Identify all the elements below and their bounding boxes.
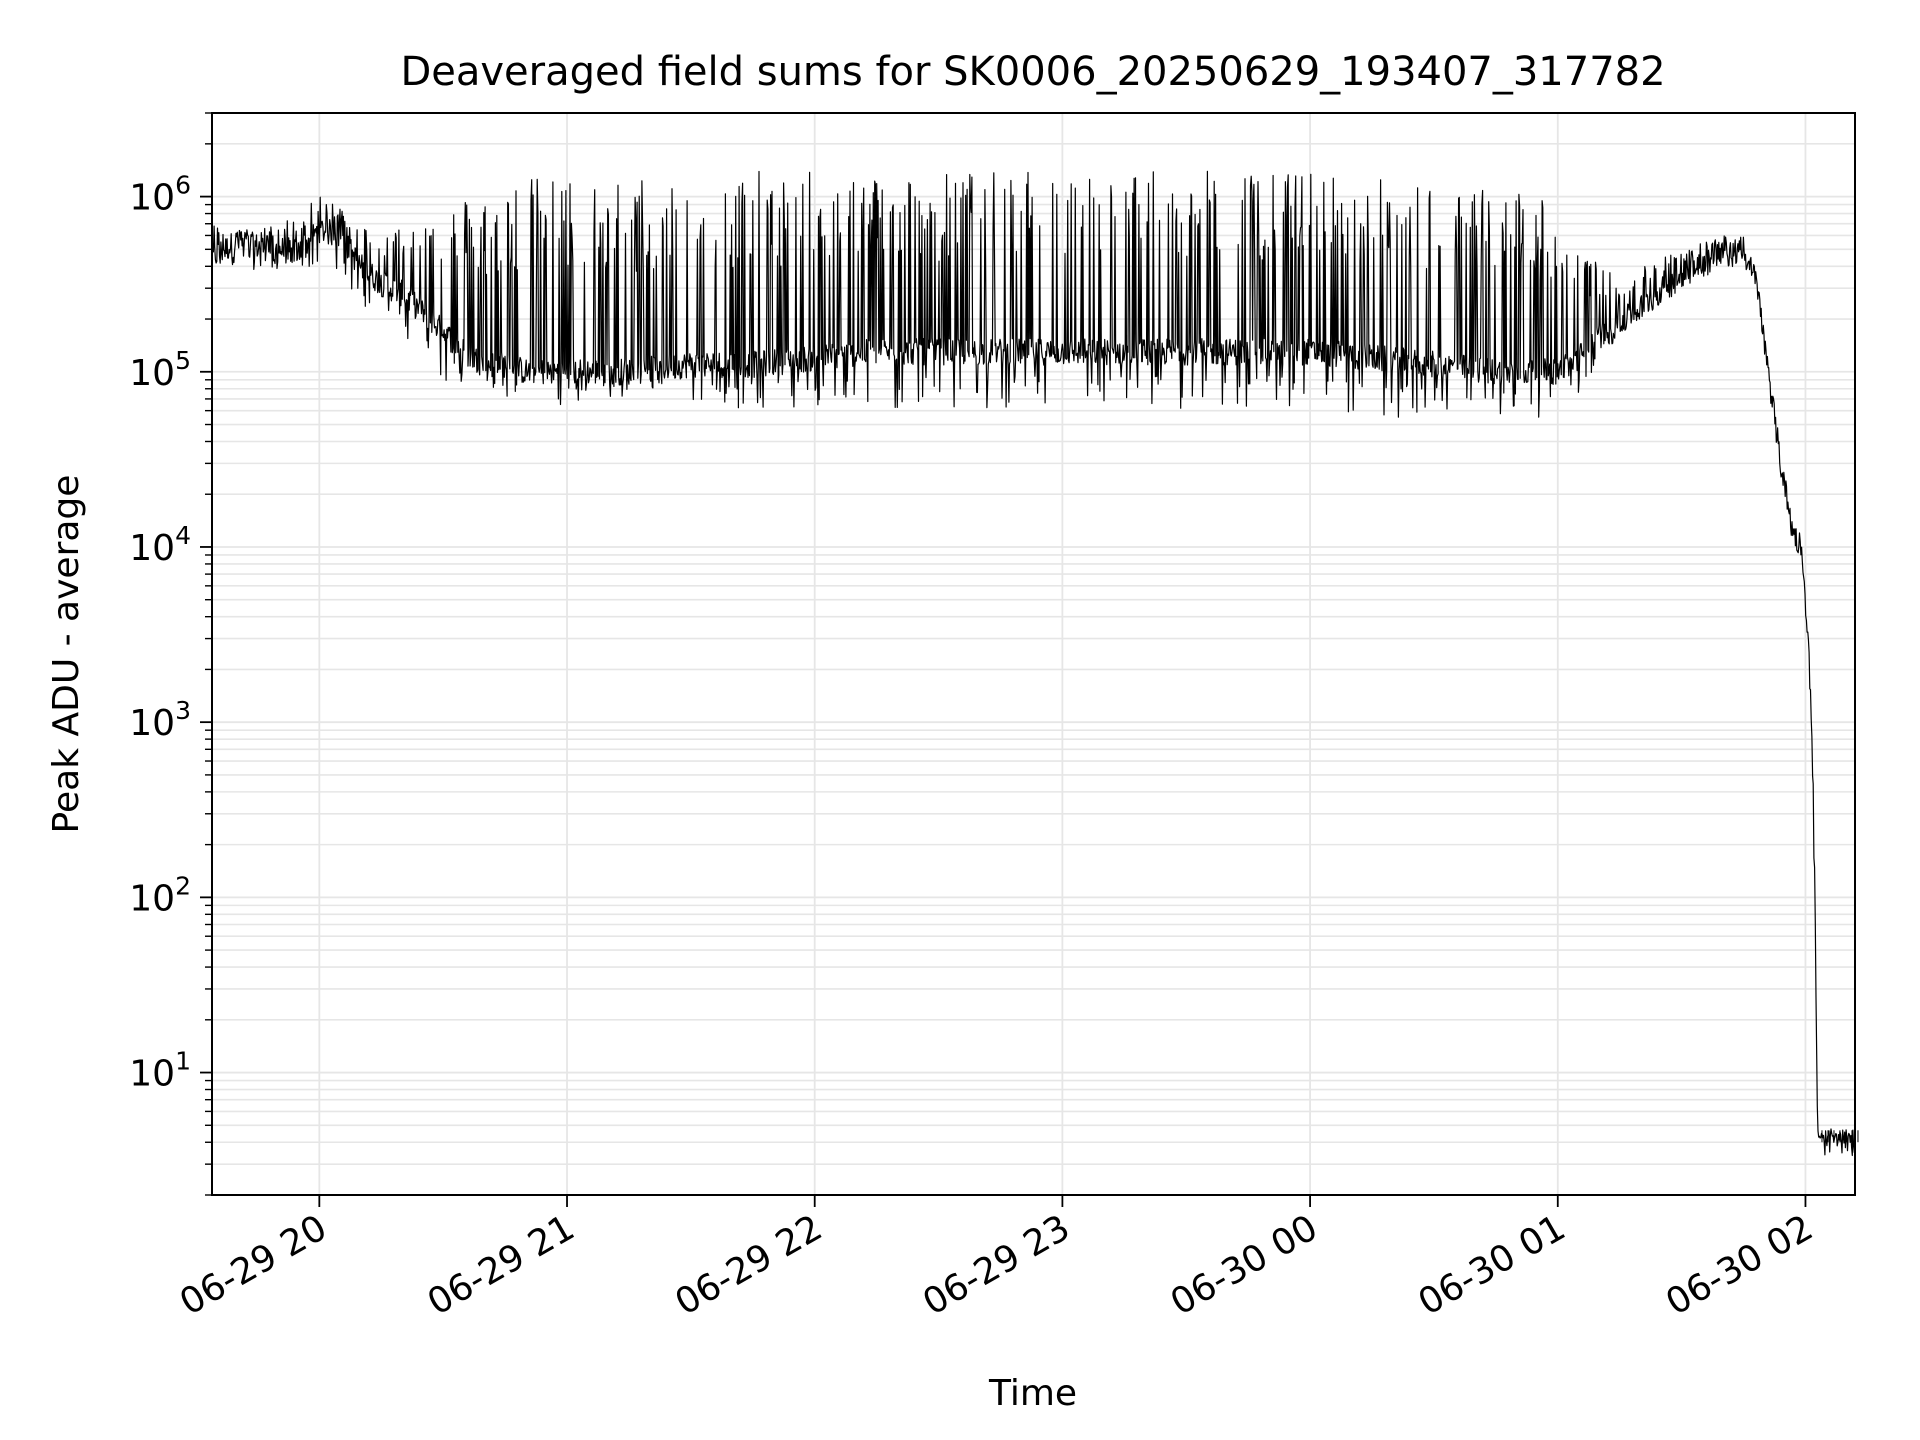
y-tick-label: 104	[129, 521, 191, 569]
x-tick-label: 06-30 00	[1164, 1207, 1325, 1323]
y-tick-label: 106	[129, 171, 191, 219]
x-tick-label: 06-29 23	[916, 1207, 1077, 1323]
y-tick-label: 105	[129, 346, 191, 394]
x-tick-label: 06-29 20	[173, 1207, 334, 1323]
data-series	[211, 170, 1859, 1157]
y-axis-label: Peak ADU - average	[46, 475, 87, 834]
x-tick-label: 06-30 02	[1659, 1207, 1820, 1323]
x-tick-label: 06-29 22	[669, 1207, 830, 1323]
grid	[212, 112, 1855, 1196]
chart-title: Deaveraged field sums for SK0006_2025062…	[400, 49, 1665, 95]
x-axis-label: Time	[988, 1373, 1077, 1414]
y-tick-label: 102	[129, 871, 191, 919]
series-line	[211, 170, 1856, 1157]
x-tick-label: 06-30 01	[1412, 1207, 1573, 1323]
x-tick-label: 06-29 21	[421, 1207, 582, 1323]
y-tick-label: 103	[129, 696, 191, 744]
plot-frame	[211, 112, 1856, 1196]
y-tick-label: 101	[129, 1047, 191, 1095]
